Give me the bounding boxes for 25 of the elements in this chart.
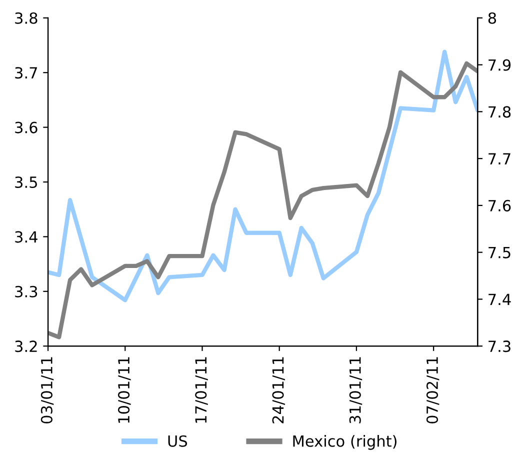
legend-label: US (168, 435, 188, 447)
y-tick-label: 3.6 (15, 122, 38, 134)
y2-tick-label: 7.9 (488, 59, 511, 71)
x-tick-label: 07/02/11 (426, 357, 440, 424)
y2-tick-label: 7.3 (488, 340, 510, 352)
x-tick-label: 31/01/11 (349, 357, 362, 424)
x-tick-label: 17/01/11 (195, 357, 208, 423)
y2-tick-label: 8 (488, 12, 496, 24)
line-series (48, 50, 478, 302)
x-tick-label: 03/01/11 (40, 357, 54, 424)
y-tick-label: 3.2 (15, 340, 37, 352)
y2-tick-label: 7.6 (488, 200, 511, 212)
legend-label: Mexico (right) (293, 435, 396, 450)
y-tick-label: 3.7 (15, 67, 37, 79)
y2-tick-label: 7.7 (488, 153, 510, 164)
y-tick-label: 3.3 (15, 286, 38, 298)
y2-tick-label: 7.8 (488, 106, 511, 118)
y-tick-label: 3.5 (15, 176, 37, 188)
y-tick-label: 3.4 (15, 231, 38, 243)
y2-tick-label: 7.5 (488, 246, 510, 258)
y-tick-label: 3.8 (15, 12, 38, 24)
x-tick-label: 10/01/11 (118, 357, 131, 423)
x-tick-label: 24/01/11 (272, 357, 285, 424)
line-series (48, 61, 478, 340)
y2-tick-label: 7.4 (488, 294, 511, 306)
